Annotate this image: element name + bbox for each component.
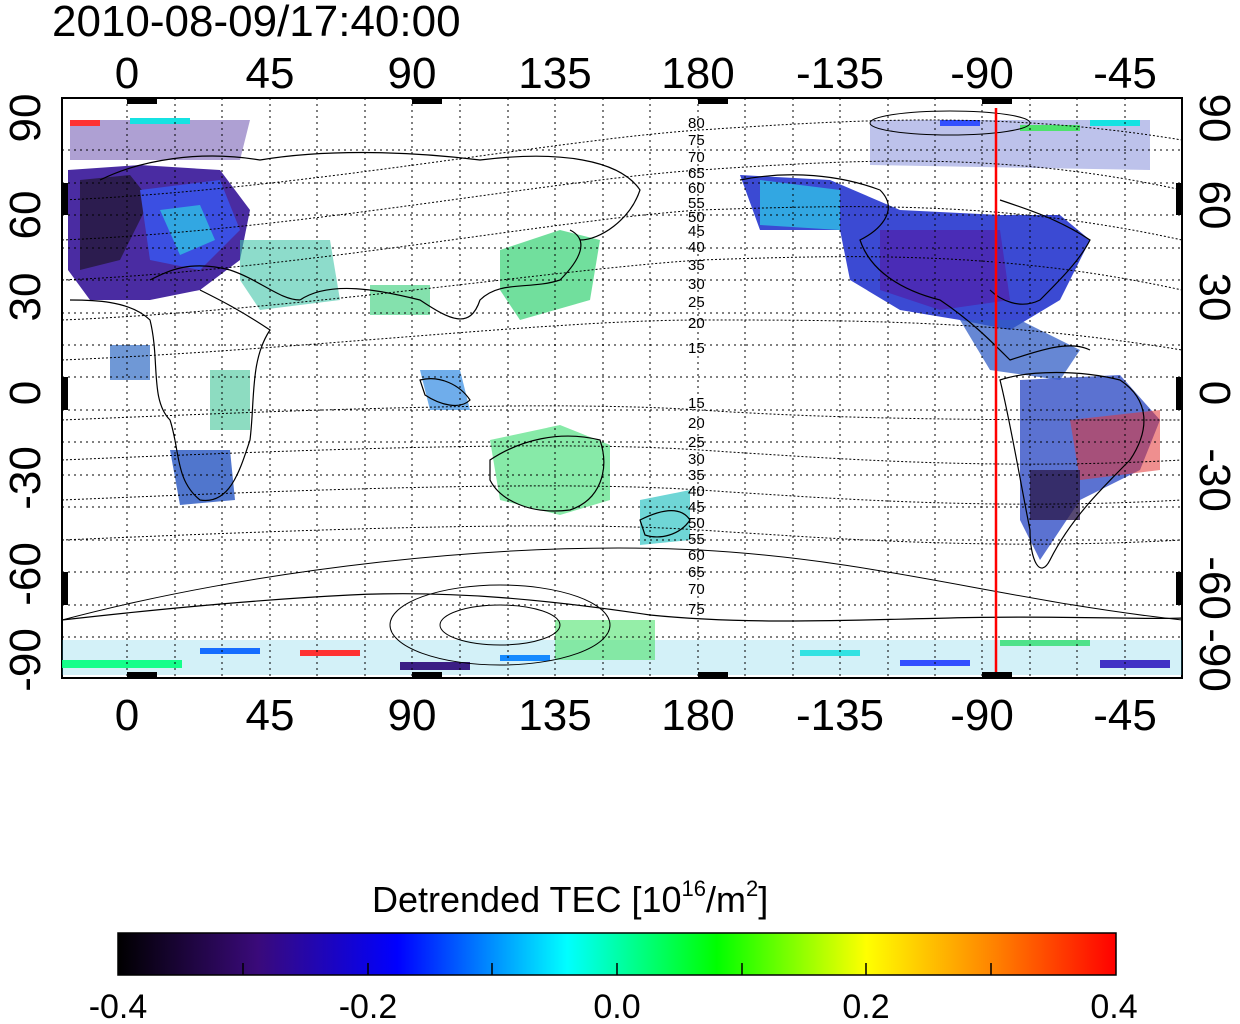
contour-label: 15 — [688, 340, 705, 357]
bottom-lon-tick: 0 — [115, 691, 139, 740]
right-lat-tick: 90 — [1190, 94, 1239, 143]
top-lon-tick: -90 — [950, 49, 1014, 98]
colorbar-tick-label: -0.4 — [89, 988, 148, 1024]
timestamp-title: 2010-08-09/17:40:00 — [52, 0, 461, 46]
contour-label: 65 — [688, 564, 705, 581]
left-lat-tick: 60 — [1, 191, 50, 240]
colorbar-gradient — [117, 932, 1117, 976]
colorbar-tick-marks — [242, 963, 992, 975]
frame-tick-marks — [62, 98, 1182, 678]
colorbar-tick-label: 0.2 — [842, 988, 889, 1024]
contour-label: 30 — [688, 276, 705, 293]
bottom-lon-tick: -45 — [1093, 691, 1157, 740]
contour-label: 35 — [688, 257, 705, 274]
map-content: 80 75 70 65 60 55 50 45 40 35 30 25 20 1… — [62, 98, 1182, 678]
contour-label: 65 — [688, 165, 705, 182]
left-lat-tick: -90 — [1, 628, 50, 692]
left-latitude-axis: 90 60 30 0 -30 -60 -90 — [1, 94, 50, 692]
contour-label: 55 — [688, 195, 705, 212]
bottom-lon-tick: -90 — [950, 691, 1014, 740]
contour-label: 30 — [688, 451, 705, 468]
contour-label: 80 — [688, 115, 705, 132]
grid-lines — [62, 98, 1182, 678]
contour-label: 70 — [688, 581, 705, 598]
right-lat-tick: 60 — [1190, 181, 1239, 230]
contour-label: 40 — [688, 239, 705, 256]
right-latitude-axis: 90 60 30 0 -30 -60 -90 — [1190, 94, 1239, 692]
right-lat-tick: -60 — [1190, 556, 1239, 620]
contour-label: 25 — [688, 434, 705, 451]
right-lat-tick: 30 — [1190, 273, 1239, 322]
top-longitude-axis: 0 45 90 135 180 -135 -90 -45 — [115, 49, 1157, 98]
contour-label: 55 — [688, 531, 705, 548]
top-lon-tick: 0 — [115, 49, 139, 98]
top-lon-tick: -135 — [796, 49, 884, 98]
colorbar-tick-label: -0.2 — [339, 988, 398, 1024]
left-lat-tick: -30 — [1, 446, 50, 510]
contour-label: 60 — [688, 180, 705, 197]
contour-label: 60 — [688, 547, 705, 564]
right-lat-tick: -30 — [1190, 448, 1239, 512]
contour-label: 75 — [688, 132, 705, 149]
right-lat-tick: 0 — [1190, 381, 1239, 405]
bottom-lon-tick: 180 — [661, 691, 734, 740]
contour-label: 35 — [688, 467, 705, 484]
coastlines — [62, 151, 1182, 622]
top-lon-tick: 135 — [518, 49, 591, 98]
top-lon-tick: 90 — [388, 49, 437, 98]
top-lon-tick: 45 — [246, 49, 295, 98]
contour-label: 20 — [688, 315, 705, 332]
colorbar-title: Detrended TEC [1016/m2] — [372, 876, 768, 920]
left-lat-tick: 0 — [1, 381, 50, 405]
contour-label: 45 — [688, 223, 705, 240]
colorbar-tick-label: 0.4 — [1090, 988, 1137, 1024]
top-lon-tick: 180 — [661, 49, 734, 98]
bottom-lon-tick: 135 — [518, 691, 591, 740]
contour-label: 20 — [688, 415, 705, 432]
contour-label: 45 — [688, 499, 705, 516]
contour-label: 50 — [688, 209, 705, 226]
bottom-lon-tick: 45 — [246, 691, 295, 740]
right-lat-tick: -90 — [1190, 628, 1239, 692]
bottom-lon-tick: -135 — [796, 691, 884, 740]
left-lat-tick: 90 — [1, 94, 50, 143]
colorbar-tick-label: 0.0 — [593, 988, 640, 1024]
bottom-longitude-axis: 0 45 90 135 180 -135 -90 -45 — [115, 691, 1157, 740]
contour-label: 40 — [688, 483, 705, 500]
contour-label: 15 — [688, 395, 705, 412]
contour-labels-south: 15 20 25 30 35 40 45 50 55 60 65 70 75 — [688, 395, 705, 618]
contour-label: 70 — [688, 149, 705, 166]
contour-label: 75 — [688, 601, 705, 618]
bottom-lon-tick: 90 — [388, 691, 437, 740]
contour-labels-north: 80 75 70 65 60 55 50 45 40 35 30 25 20 1… — [688, 115, 705, 357]
contour-label: 50 — [688, 515, 705, 532]
contour-label: 25 — [688, 294, 705, 311]
top-lon-tick: -45 — [1093, 49, 1157, 98]
colorbar: Detrended TEC [1016/m2] -0.4 -0.2 0.0 0.… — [89, 876, 1138, 1024]
left-lat-tick: -60 — [1, 542, 50, 606]
left-lat-tick: 30 — [1, 273, 50, 322]
